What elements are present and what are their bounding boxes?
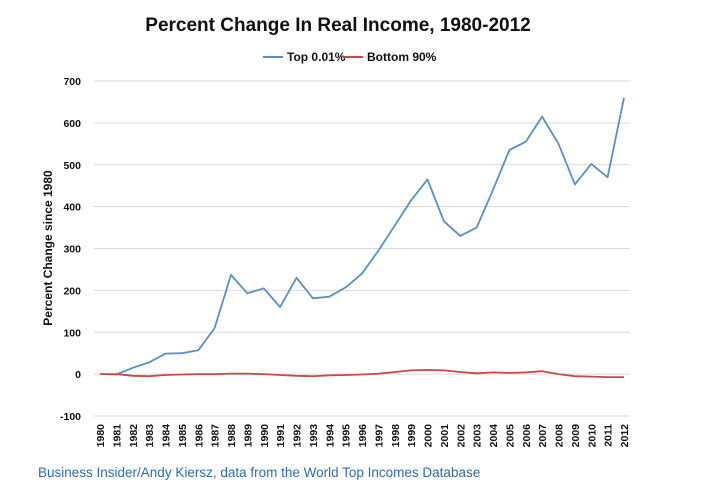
x-tick-label: 1998 [390,424,402,448]
y-tick-label: 0 [75,369,81,381]
x-tick-label: 1997 [373,424,385,448]
x-tick-label: 1996 [357,424,369,448]
y-tick-label: 300 [63,244,81,256]
legend-label-bottom: Bottom 90% [367,50,437,64]
gridlines [94,80,630,417]
y-tick-label: 500 [63,160,81,172]
x-tick-label: 1985 [177,424,189,448]
x-tick-label: 1984 [161,424,173,448]
x-tick-label: 1986 [193,424,205,448]
x-tick-label: 2009 [570,424,582,448]
y-tick-labels: -100 0 100 200 300 400 500 600 700 [60,76,81,423]
y-tick-label: 200 [63,285,81,297]
x-tick-label: 2010 [586,424,598,448]
legend: Top 0.01% Bottom 90% [263,50,437,64]
x-tick-label: 1980 [95,424,107,448]
x-tick-label: 1987 [210,424,222,448]
series-line-bottom [100,368,624,379]
x-tick-label: 1991 [275,424,287,448]
x-tick-label: 1982 [128,424,140,448]
chart-title: Percent Change In Real Income, 1980-2012 [145,15,530,36]
x-tick-label: 1993 [308,424,320,448]
x-tick-label: 1990 [259,424,271,448]
x-tick-label: 1981 [111,424,123,448]
x-tick-label: 2005 [504,424,516,448]
x-tick-labels: 1980 1981 1982 1983 1984 1985 1986 1987 1988 1989… [95,424,631,448]
x-tick-label: 1992 [292,424,304,448]
x-tick-label: 1994 [324,424,336,448]
x-tick-label: 2000 [423,424,435,448]
x-tick-label: 1999 [406,424,418,448]
source-credit: Business Insider/Andy Kiersz, data from … [38,465,481,480]
series-lines [99,97,625,379]
x-tick-label: 2007 [537,424,549,448]
series-line-top [99,97,625,376]
chart: Percent Change In Real Income, 1980-2012… [41,15,631,448]
y-tick-label: 400 [63,202,81,214]
x-tick-label: 2004 [488,424,500,448]
legend-label-top: Top 0.01% [287,50,346,64]
x-tick-label: 1983 [144,424,156,448]
x-tick-label: 2001 [439,424,451,448]
y-tick-label: 100 [63,327,81,339]
x-tick-label: 2006 [521,424,533,448]
x-tick-label: 2008 [554,424,566,448]
x-tick-label: 2003 [472,424,484,448]
x-tick-label: 1989 [242,424,254,448]
y-tick-label: 700 [63,76,81,88]
x-tick-label: 1988 [226,424,238,448]
x-tick-label: 2011 [603,424,615,447]
y-axis-title: Percent Change since 1980 [41,170,55,326]
x-tick-label: 2002 [455,424,467,448]
x-tick-label: 2012 [619,424,631,448]
y-tick-label: 600 [63,118,81,130]
y-tick-label: -100 [60,411,81,423]
x-tick-label: 1995 [341,424,353,448]
